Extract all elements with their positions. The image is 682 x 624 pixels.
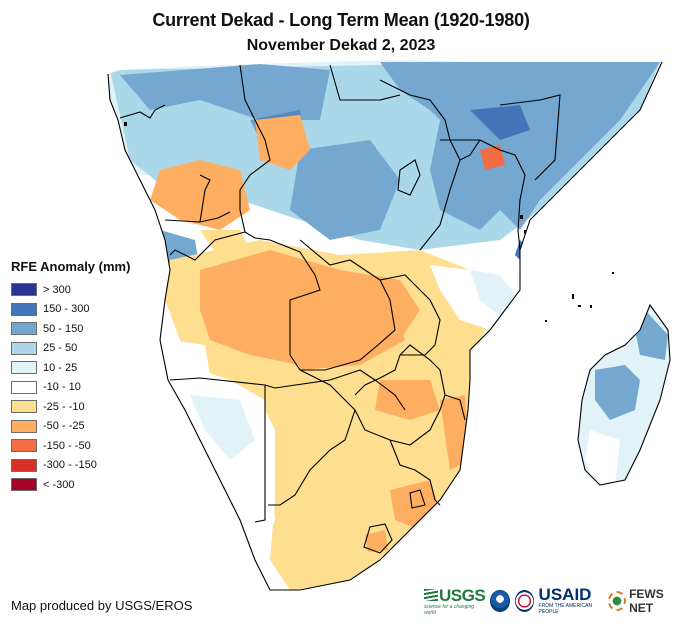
globe-icon <box>608 591 627 611</box>
legend-swatch <box>11 419 37 433</box>
map-subtitle: November Dekad 2, 2023 <box>246 37 436 54</box>
legend-swatch <box>11 322 37 336</box>
legend-item: -300 - -150 <box>11 456 130 476</box>
legend-label: 25 - 50 <box>43 342 78 355</box>
legend-label: -300 - -150 <box>43 459 97 472</box>
islands <box>124 122 614 322</box>
legend-swatch <box>11 361 37 375</box>
legend-item: < -300 <box>11 475 130 495</box>
usgs-tagline: science for a changing world <box>424 603 475 616</box>
credit-text: Map produced by USGS/EROS <box>11 598 193 613</box>
legend-item: 25 - 50 <box>11 339 130 359</box>
legend-label: -150 - -50 <box>43 439 91 452</box>
legend-swatch <box>11 302 37 316</box>
legend-item: -10 - 10 <box>11 378 130 398</box>
legend-swatch <box>11 283 37 297</box>
madagascar-anomaly-layer <box>578 305 670 485</box>
legend-label: -50 - -25 <box>43 420 85 433</box>
usaid-seal-icon <box>514 590 534 612</box>
legend-label: -25 - -10 <box>43 400 85 413</box>
partner-logos: USGS science for a changing world USAID … <box>424 586 682 616</box>
legend-label: > 300 <box>43 283 71 296</box>
legend-swatch <box>11 400 37 414</box>
legend-item: 50 - 150 <box>11 319 130 339</box>
legend-item: -150 - -50 <box>11 436 130 456</box>
legend-label: 10 - 25 <box>43 361 78 374</box>
legend-label: -10 - 10 <box>43 381 81 394</box>
legend-item: > 300 <box>11 280 130 300</box>
legend-swatch <box>11 458 37 472</box>
legend-item: 10 - 25 <box>11 358 130 378</box>
fews-net-wordmark: FEWS NET <box>629 587 664 615</box>
usaid-logo: USAID FROM THE AMERICAN PEOPLE <box>538 585 604 615</box>
usaid-wordmark: USAID <box>538 585 592 604</box>
legend: RFE Anomaly (mm) > 300 150 - 300 50 - 150 2… <box>11 259 130 495</box>
legend-label: < -300 <box>43 478 75 491</box>
legend-swatch <box>11 478 37 492</box>
legend-item: 150 - 300 <box>11 300 130 320</box>
usgs-waves-icon <box>424 589 438 601</box>
usgs-logo: USGS science for a changing world <box>424 585 486 616</box>
madagascar-outline <box>577 303 671 486</box>
map-title: Current Dekad - Long Term Mean (1920-198… <box>152 10 530 30</box>
usaid-tagline: FROM THE AMERICAN PEOPLE <box>538 603 593 615</box>
legend-swatch <box>11 439 37 453</box>
legend-label: 150 - 300 <box>43 303 90 316</box>
legend-title: RFE Anomaly (mm) <box>11 259 131 274</box>
legend-swatch <box>11 341 37 355</box>
legend-swatch <box>11 380 37 394</box>
legend-item: -50 - -25 <box>11 417 130 437</box>
legend-label: 50 - 150 <box>43 322 84 335</box>
mainland-anomaly-layer <box>108 60 660 590</box>
noaa-logo-icon <box>490 590 510 612</box>
usgs-wordmark: USGS <box>439 585 486 605</box>
legend-item: -25 - -10 <box>11 397 130 417</box>
country-borders <box>107 61 663 591</box>
fews-net-logo: FEWS NET <box>608 587 682 615</box>
